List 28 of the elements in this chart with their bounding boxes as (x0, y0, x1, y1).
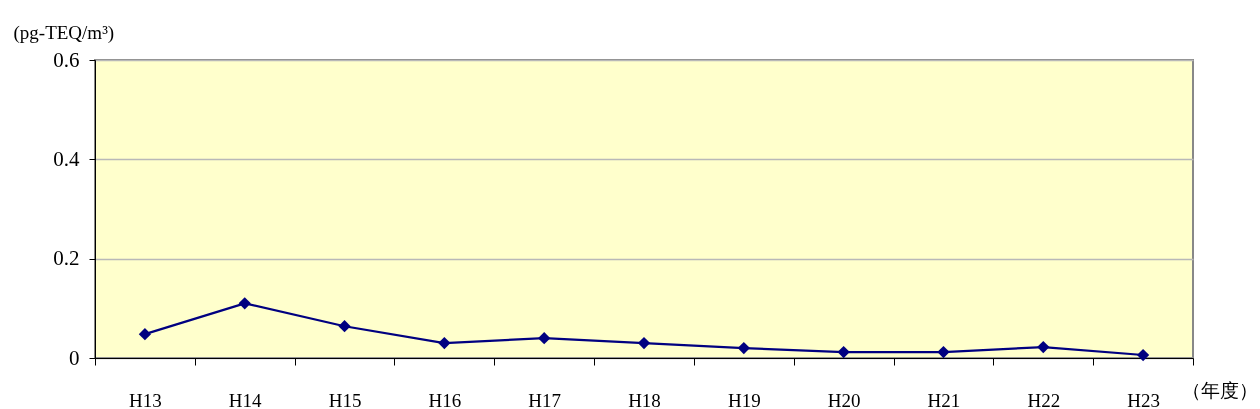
point (438, 336, 451, 350)
point (937, 345, 950, 359)
x-tick-label: H14 (228, 389, 263, 409)
point (538, 332, 551, 345)
point (338, 320, 351, 333)
x-tick-label: H21 (927, 389, 961, 409)
x-tick-label: H17 (528, 389, 562, 409)
point (637, 336, 651, 350)
y-tick-label: 0 (69, 345, 80, 370)
point (1136, 348, 1150, 362)
x-axis-title: （年度） (1181, 379, 1258, 401)
x-tick-label: H20 (827, 389, 861, 409)
x-tick-label: H15 (328, 389, 362, 409)
y-axis-title: (pg-TEQ/m³) (13, 21, 115, 44)
point (837, 345, 850, 359)
point (238, 297, 251, 310)
y-tick-label: 0.2 (53, 246, 80, 271)
x-tick-label: H18 (628, 389, 661, 409)
y-tick-label: 0.4 (53, 146, 80, 171)
x-tick-label: H13 (129, 389, 162, 409)
x-tick-label: H19 (727, 389, 761, 409)
y-tick-label: 0.6 (53, 47, 80, 72)
x-tick-label: H22 (1027, 389, 1061, 409)
point (1037, 340, 1050, 354)
point (138, 328, 152, 341)
x-tick-label: H23 (1127, 389, 1160, 409)
x-tick-label: H16 (428, 389, 462, 409)
point (737, 341, 750, 355)
